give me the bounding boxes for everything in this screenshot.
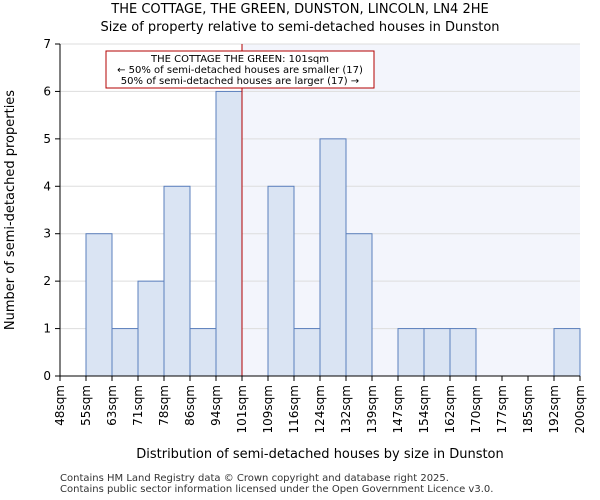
y-tick-label-5: 5 [43, 132, 51, 146]
x-tick-label-94sqm: 94sqm [209, 385, 223, 426]
annotation-box [105, 50, 375, 89]
annotation-line-2: ← 50% of semi-detached houses are smalle… [117, 65, 363, 76]
x-tick-label-170sqm: 170sqm [469, 385, 483, 433]
y-tick-label-0: 0 [43, 369, 51, 383]
y-tick-label-3: 3 [43, 227, 51, 241]
x-tick-label-71sqm: 71sqm [131, 385, 145, 426]
bar-147sqm [397, 328, 425, 377]
bar-94sqm [215, 90, 243, 377]
bar-78sqm [163, 185, 191, 377]
x-tick-label-147sqm: 147sqm [391, 385, 405, 433]
plot-background [242, 44, 580, 376]
bar-109sqm [267, 185, 295, 377]
y-tick-label-4: 4 [43, 179, 51, 193]
x-tick-label-116sqm: 116sqm [287, 385, 301, 433]
chart-subtitle: Size of property relative to semi-detach… [100, 20, 500, 35]
x-tick-label-132sqm: 132sqm [339, 385, 353, 433]
bar-154sqm [423, 328, 451, 377]
y-tick-label-6: 6 [43, 84, 51, 98]
y-tick-label-7: 7 [43, 37, 51, 51]
x-tick-label-185sqm: 185sqm [521, 385, 535, 433]
x-tick-label-124sqm: 124sqm [313, 385, 327, 433]
x-tick-label-200sqm: 200sqm [573, 385, 587, 433]
x-tick-label-177sqm: 177sqm [495, 385, 509, 433]
x-tick-label-48sqm: 48sqm [53, 385, 67, 426]
x-tick-label-55sqm: 55sqm [79, 385, 93, 426]
bar-124sqm [319, 138, 347, 377]
bar-86sqm [189, 328, 217, 377]
bar-63sqm [111, 328, 139, 377]
y-axis-title: Number of semi-detached properties [3, 90, 18, 330]
x-tick-label-192sqm: 192sqm [547, 385, 561, 433]
highlight-region [242, 44, 580, 376]
annotation-line-1: THE COTTAGE THE GREEN: 101sqm [150, 54, 329, 65]
bar-132sqm [345, 233, 373, 377]
bar-71sqm [137, 280, 165, 377]
x-tick-label-162sqm: 162sqm [443, 385, 457, 433]
chart-title: THE COTTAGE, THE GREEN, DUNSTON, LINCOLN… [111, 2, 489, 17]
bar-55sqm [85, 233, 113, 377]
footer-line-2: Contains public sector information licen… [60, 484, 494, 495]
axes: 0 1 2 3 4 5 6 7 48sqm 55sqm 63sqm 71sqm 78sqm 86sqm 94… [43, 37, 587, 433]
bar-162sqm [449, 328, 477, 377]
x-tick-label-109sqm: 109sqm [261, 385, 275, 433]
x-tick-label-63sqm: 63sqm [105, 385, 119, 426]
x-tick-label-154sqm: 154sqm [417, 385, 431, 433]
y-tick-label-2: 2 [43, 274, 51, 288]
y-tick-label-1: 1 [43, 322, 51, 336]
x-tick-label-139sqm: 139sqm [365, 385, 379, 433]
x-tick-label-78sqm: 78sqm [157, 385, 171, 426]
x-tick-label-101sqm: 101sqm [235, 385, 249, 433]
footer-line-1: Contains HM Land Registry data © Crown c… [60, 473, 449, 484]
annotation-line-3: 50% of semi-detached houses are larger (… [121, 76, 359, 87]
bar-116sqm [293, 328, 321, 377]
x-tick-label-86sqm: 86sqm [183, 385, 197, 426]
annotation: THE COTTAGE THE GREEN: 101sqm ← 50% of s… [105, 50, 375, 89]
x-axis-title: Distribution of semi-detached houses by … [136, 447, 504, 462]
bar-192sqm [553, 328, 581, 377]
